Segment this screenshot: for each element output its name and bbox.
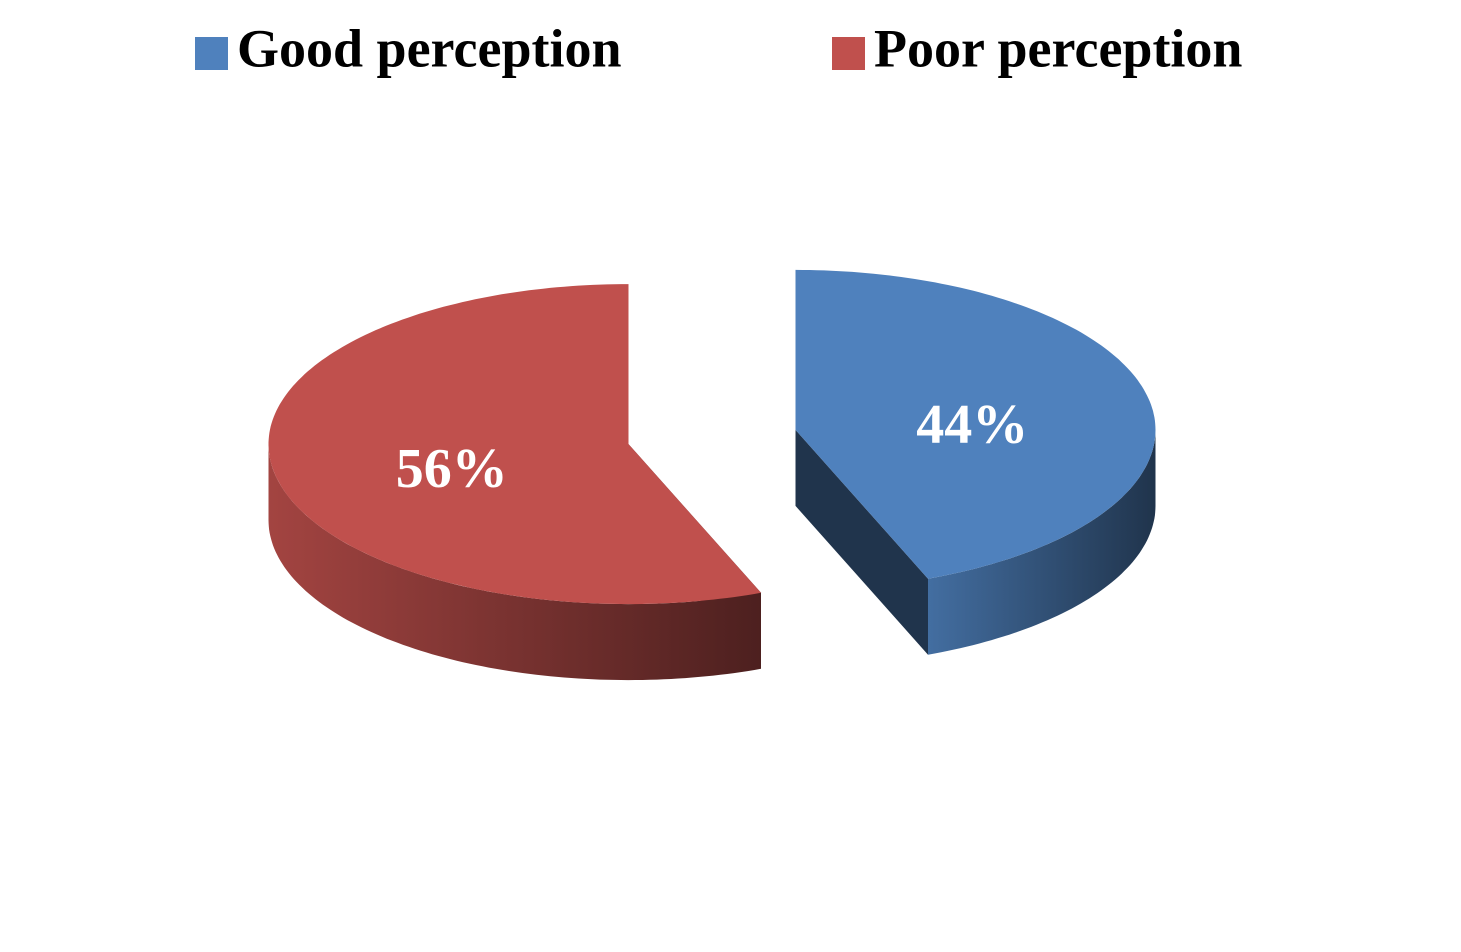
value-label: 56% xyxy=(396,438,508,500)
legend-label: Poor perception xyxy=(874,18,1242,78)
slice-wall xyxy=(268,444,761,681)
slice-side xyxy=(795,429,928,655)
slice-wall xyxy=(928,429,1156,655)
legend-label: Good perception xyxy=(237,18,622,78)
value-label: 44% xyxy=(916,394,1028,456)
slice-top xyxy=(795,269,1156,579)
legend-swatch xyxy=(195,37,228,70)
pie-slice: 44% xyxy=(795,269,1156,655)
pie-slice: 56% xyxy=(268,284,761,681)
slice-top xyxy=(268,284,761,605)
legend-swatch xyxy=(832,37,865,70)
